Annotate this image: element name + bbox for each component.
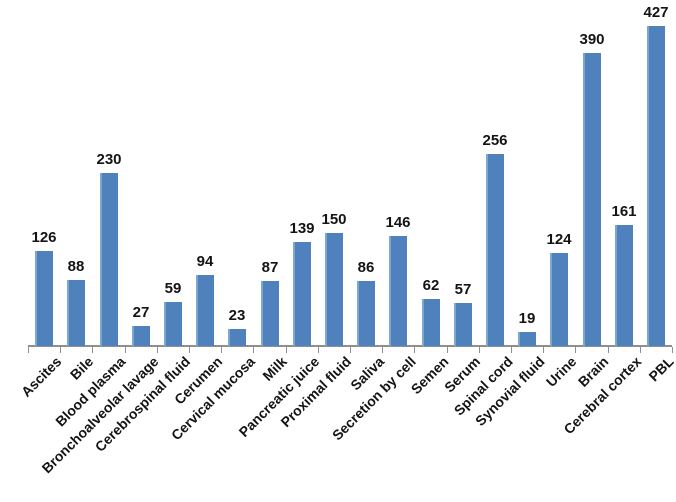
bar-saliva (357, 281, 375, 346)
bar-pbl (647, 26, 665, 346)
value-label: 230 (96, 151, 122, 168)
x-axis-tick (414, 347, 415, 353)
value-label: 88 (67, 258, 85, 275)
value-label: 57 (454, 281, 472, 298)
x-axis-tick (543, 347, 544, 353)
bar-serum (454, 303, 472, 346)
value-label: 62 (422, 277, 440, 294)
value-label: 256 (482, 132, 508, 149)
bar-urine (550, 253, 568, 346)
x-axis-tick (28, 347, 29, 353)
x-axis-tick (253, 347, 254, 353)
value-label: 146 (385, 214, 411, 231)
x-axis-tick (640, 347, 641, 353)
category-label: PBL (645, 353, 676, 385)
bar-semen (422, 299, 440, 346)
x-axis-tick (60, 347, 61, 353)
x-axis-tick (92, 347, 93, 353)
value-label: 86 (357, 259, 375, 276)
category-label: Ascites (18, 353, 65, 400)
value-label: 23 (228, 307, 246, 324)
x-axis-line (28, 345, 672, 347)
value-label: 427 (643, 4, 669, 21)
value-label: 124 (546, 231, 572, 248)
value-label: 27 (132, 304, 150, 321)
bar-cerebral-cortex (615, 225, 633, 346)
x-axis-tick (350, 347, 351, 353)
value-label: 94 (196, 253, 214, 270)
bar-cervical-mucosa (228, 329, 246, 346)
value-label: 19 (518, 310, 536, 327)
bar-milk (261, 281, 279, 346)
x-axis-tick (672, 347, 673, 353)
x-axis-tick (221, 347, 222, 353)
x-axis-tick (382, 347, 383, 353)
value-label: 161 (611, 203, 637, 220)
bar-cerumen (196, 275, 214, 346)
bar-spinal-cord (486, 154, 504, 346)
x-axis-tick (447, 347, 448, 353)
value-label: 87 (261, 259, 279, 276)
x-axis-tick (575, 347, 576, 353)
x-axis-tick (511, 347, 512, 353)
x-axis-tick (608, 347, 609, 353)
bar-brain (583, 53, 601, 346)
x-axis-tick (286, 347, 287, 353)
bar-proximal-fluid (325, 233, 343, 346)
value-label: 139 (289, 220, 315, 237)
x-axis-tick (479, 347, 480, 353)
x-axis-tick (189, 347, 190, 353)
bar-cerebrospinal-fluid (164, 302, 182, 346)
bar-bronchoalveolar-lavage (132, 326, 150, 346)
value-label: 150 (321, 211, 347, 228)
x-axis-tick (157, 347, 158, 353)
bar-bile (67, 280, 85, 346)
bar-pancreatic-juice (293, 242, 311, 346)
value-label: 126 (31, 229, 57, 246)
x-axis-tick (125, 347, 126, 353)
bar-synovial-fluid (518, 332, 536, 346)
bar-blood-plasma (100, 173, 118, 346)
value-label: 59 (164, 280, 182, 297)
x-axis-tick (318, 347, 319, 353)
bar-ascites (35, 251, 53, 346)
category-label: Urine (542, 353, 580, 390)
value-label: 390 (579, 31, 605, 48)
bar-secretion-by-cell (389, 236, 407, 346)
